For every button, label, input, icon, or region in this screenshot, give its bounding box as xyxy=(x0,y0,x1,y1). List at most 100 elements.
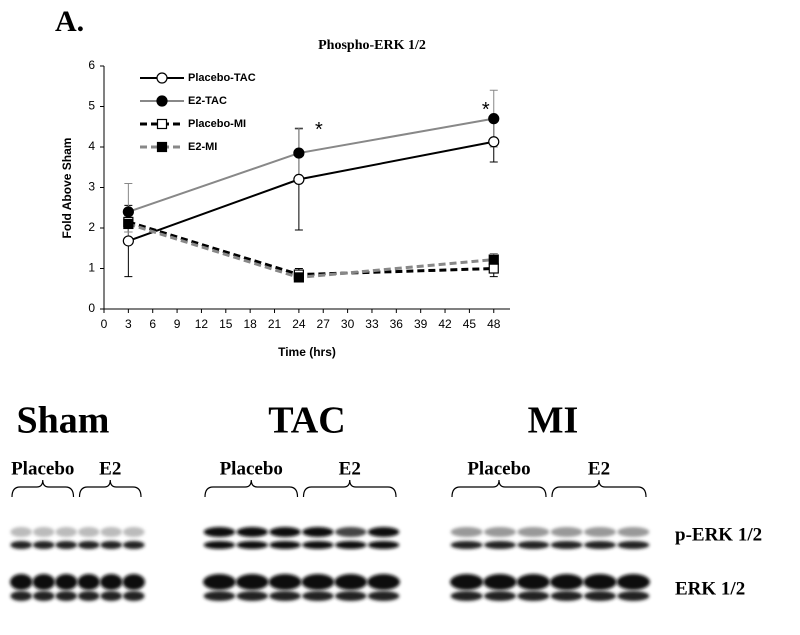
blot-band xyxy=(55,541,78,549)
blot-subgroup-label: Placebo xyxy=(467,458,530,479)
blot-band xyxy=(584,541,616,549)
blot-band xyxy=(203,541,236,549)
blot-band xyxy=(450,591,483,601)
blot-band xyxy=(617,591,650,601)
blot-subgroup-label: Placebo xyxy=(11,458,74,479)
blot-band xyxy=(55,527,78,537)
x-tick-label: 0 xyxy=(101,317,108,331)
blot-band xyxy=(617,541,650,549)
blot-band xyxy=(616,574,650,590)
blot-band xyxy=(550,541,583,549)
blot-subgroup-label: E2 xyxy=(588,458,610,479)
blot-band xyxy=(269,527,301,537)
blot-subgroup-label: E2 xyxy=(99,458,121,479)
legend-marker xyxy=(156,72,168,84)
bracket xyxy=(78,479,142,498)
x-tick-label: 15 xyxy=(219,317,233,331)
blot-band xyxy=(100,527,123,537)
bracket xyxy=(302,479,397,498)
blot-band xyxy=(334,591,367,601)
blot-band xyxy=(10,591,33,601)
blot-band xyxy=(484,527,516,537)
x-tick-label: 18 xyxy=(243,317,257,331)
blot-band xyxy=(450,574,484,590)
blot-band xyxy=(302,591,334,601)
legend-marker xyxy=(156,141,168,153)
y-tick-label: 0 xyxy=(88,301,95,315)
x-tick-label: 21 xyxy=(268,317,282,331)
blot-band xyxy=(77,541,100,549)
blot-band xyxy=(483,574,517,590)
x-tick-label: 30 xyxy=(341,317,355,331)
blot-band xyxy=(32,527,55,537)
bracket xyxy=(451,479,547,498)
blot-band xyxy=(302,527,334,537)
blot-band xyxy=(32,591,55,601)
chart-title: Phospho-ERK 1/2 xyxy=(318,38,426,53)
x-tick-label: 9 xyxy=(174,317,181,331)
blot-band xyxy=(122,591,145,601)
bracket xyxy=(204,479,299,498)
blot-band xyxy=(203,591,236,601)
x-tick-label: 48 xyxy=(487,317,501,331)
series-line xyxy=(128,117,494,213)
legend-label: E2-TAC xyxy=(188,95,227,107)
blot-band xyxy=(32,541,55,549)
blot-band xyxy=(10,574,33,590)
blot-band xyxy=(122,574,145,590)
blot-band xyxy=(302,541,334,549)
data-point xyxy=(488,254,499,265)
data-point xyxy=(293,147,305,159)
blot-band xyxy=(550,527,583,537)
blot-band xyxy=(10,527,33,537)
data-point xyxy=(488,263,499,274)
blot-band xyxy=(77,527,100,537)
blot-row-label: p-ERK 1/2 xyxy=(675,524,762,545)
blot-band xyxy=(516,574,550,590)
blot-band xyxy=(55,591,78,601)
blot-band xyxy=(450,541,483,549)
blot-band xyxy=(55,574,78,590)
x-axis-label: Time (hrs) xyxy=(278,345,336,359)
blot-band xyxy=(269,541,301,549)
blot-band xyxy=(450,527,483,537)
blot-band xyxy=(236,591,269,601)
blot-band xyxy=(334,527,367,537)
legend-label: Placebo-TAC xyxy=(188,72,256,84)
panel-label: A. xyxy=(55,5,84,38)
data-point xyxy=(488,136,500,148)
blot-band xyxy=(517,591,550,601)
series-line xyxy=(127,220,494,277)
x-tick-label: 39 xyxy=(414,317,428,331)
y-tick-label: 3 xyxy=(88,180,95,194)
data-point xyxy=(122,206,134,218)
bracket xyxy=(11,479,75,498)
blot-band xyxy=(583,574,617,590)
blot-band xyxy=(100,541,123,549)
x-tick-label: 33 xyxy=(365,317,379,331)
legend-label: Placebo-MI xyxy=(188,118,246,130)
blot-band xyxy=(203,574,236,590)
blot-band xyxy=(334,541,367,549)
blot-band xyxy=(517,541,550,549)
x-tick-label: 12 xyxy=(195,317,209,331)
x-tick-label: 24 xyxy=(292,317,306,331)
blot-band xyxy=(617,527,650,537)
x-tick-label: 6 xyxy=(149,317,156,331)
blot-group-label: TAC xyxy=(268,400,345,442)
blot-band xyxy=(367,527,400,537)
blot-subgroup-label: Placebo xyxy=(220,458,283,479)
y-tick-label: 1 xyxy=(88,261,95,275)
data-point xyxy=(293,272,304,283)
x-tick-label: 42 xyxy=(438,317,452,331)
blot-band xyxy=(367,591,400,601)
blot-band xyxy=(334,574,368,590)
blot-band xyxy=(10,541,33,549)
x-tick-label: 36 xyxy=(390,317,404,331)
y-tick-label: 2 xyxy=(88,220,95,234)
blot-band xyxy=(367,574,401,590)
blot-band xyxy=(550,574,584,590)
bracket xyxy=(551,479,647,498)
data-point xyxy=(293,173,305,185)
